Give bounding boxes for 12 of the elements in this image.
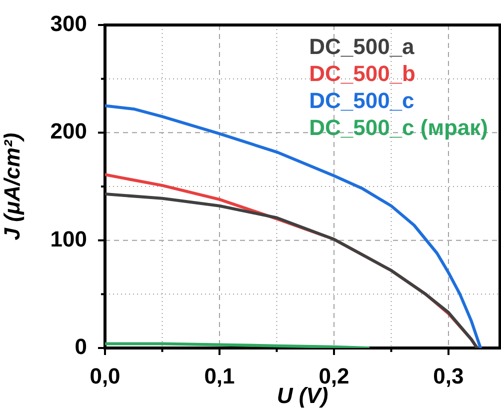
x-tick-label: 0,1 — [204, 363, 235, 388]
y-tick-label: 100 — [50, 226, 87, 252]
y-tick-label: 200 — [50, 118, 87, 144]
x-tick-label: 0,3 — [433, 363, 464, 388]
text: DC_500_a — [309, 34, 416, 60]
text: DC_500_c (мрак) — [309, 115, 488, 140]
y-tick-label: 0 — [74, 334, 87, 360]
text: DC_500_c — [309, 88, 414, 114]
y-tick-label: 300 — [50, 11, 87, 36]
text: DC_500_b — [309, 61, 416, 86]
x-tick-label: 0,0 — [90, 363, 120, 388]
y-axis-title: J (μA/cm²) — [0, 132, 24, 240]
